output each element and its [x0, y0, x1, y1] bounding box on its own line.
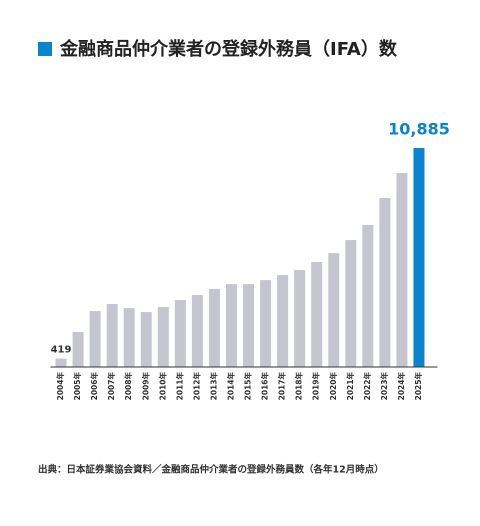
bar	[89, 311, 101, 367]
value-label: 10,885	[388, 120, 450, 139]
x-tick-label: 2007年	[106, 372, 116, 401]
x-tick-label: 2005年	[72, 372, 82, 401]
bar	[72, 331, 84, 367]
bar	[106, 304, 118, 367]
x-tick-label: 2021年	[345, 372, 355, 401]
bar	[208, 288, 220, 367]
x-tick-label: 2015年	[243, 372, 253, 401]
x-tick-label: 2004年	[55, 372, 65, 401]
bar	[243, 284, 255, 367]
value-label: 419	[51, 345, 72, 356]
x-tick-label: 2016年	[260, 372, 270, 401]
x-tick-label: 2025年	[413, 372, 423, 401]
bar	[123, 308, 135, 367]
x-tick-label: 2018年	[294, 372, 304, 401]
chart-title: 金融商品仲介業者の登録外務員（IFA）数	[59, 38, 398, 60]
bar	[191, 294, 203, 367]
bar	[311, 261, 323, 367]
x-tick-label: 2010年	[157, 372, 167, 401]
x-tick-label: 2014年	[225, 372, 235, 401]
x-tick-label: 2012年	[191, 372, 201, 401]
bar	[328, 253, 340, 367]
bar	[157, 307, 169, 367]
x-tick-label: 2017年	[277, 372, 287, 401]
x-tick-label: 2013年	[208, 372, 218, 401]
source-note: 出典：日本証券業協会資料／金融商品仲介業者の登録外務員数（各年12月時点）	[38, 464, 384, 476]
bar	[379, 198, 391, 367]
x-tick-label: 2022年	[362, 372, 372, 401]
x-tick-label: 2008年	[123, 372, 133, 401]
bar	[277, 275, 289, 367]
x-tick-label: 2006年	[89, 372, 99, 401]
bar	[294, 270, 306, 367]
bar	[140, 312, 152, 367]
bar	[345, 240, 357, 367]
bar	[413, 148, 425, 367]
bar	[55, 358, 67, 367]
x-tick-label: 2019年	[311, 372, 321, 401]
x-tick-label: 2020年	[328, 372, 338, 401]
title-marker	[38, 42, 52, 56]
x-tick-label: 2011年	[174, 372, 184, 401]
bar	[362, 224, 374, 367]
x-tick-label: 2009年	[140, 372, 150, 401]
x-tick-label: 2023年	[379, 372, 389, 401]
x-tick-label: 2024年	[396, 372, 406, 401]
bar	[260, 280, 272, 367]
bar	[396, 173, 408, 367]
bar	[225, 284, 237, 367]
bar	[174, 300, 186, 367]
